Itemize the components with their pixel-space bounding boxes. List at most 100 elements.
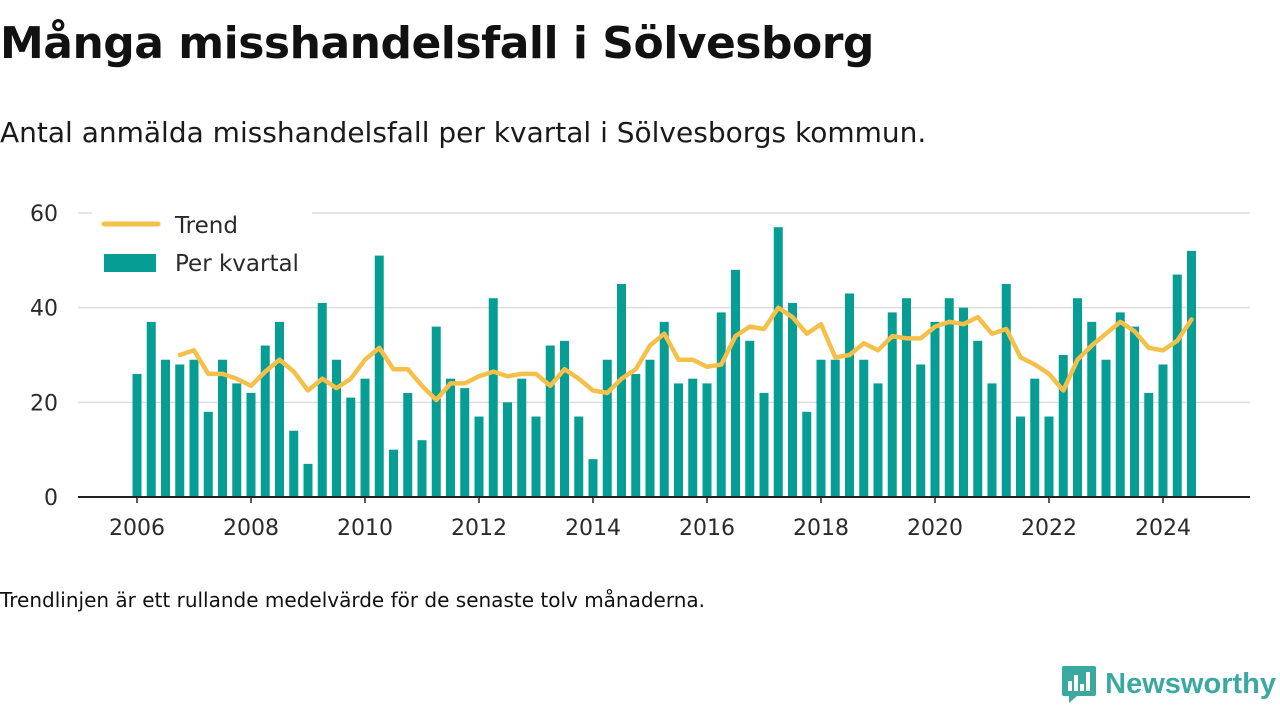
bar <box>959 307 968 497</box>
bar <box>303 463 313 497</box>
bar <box>531 416 541 497</box>
y-tick-label: 0 <box>44 486 58 511</box>
bar <box>1130 326 1139 497</box>
brand-name: Newsworthy <box>1105 667 1276 700</box>
chart-subtitle: Antal anmälda misshandelsfall per kvarta… <box>0 116 927 149</box>
bar <box>873 383 883 497</box>
bar <box>460 388 470 497</box>
bar <box>232 383 242 497</box>
bar <box>503 402 512 497</box>
bar <box>645 359 655 497</box>
x-tick-label: 2024 <box>1135 516 1191 541</box>
x-axis-ticks: 2006 2008 2010 2012 2014 2016 2018 2020 2022 2024 <box>109 497 1191 541</box>
x-tick-label: 2012 <box>451 516 507 541</box>
bar <box>845 293 854 497</box>
bar <box>275 321 284 497</box>
bar <box>545 345 555 497</box>
bar <box>816 359 826 497</box>
bar <box>1115 312 1125 497</box>
bar <box>1016 416 1025 497</box>
y-tick-label: 20 <box>30 391 58 416</box>
bar <box>1001 284 1011 497</box>
x-tick-label: 2020 <box>907 516 963 541</box>
x-tick-label: 2010 <box>337 516 393 541</box>
bar <box>887 312 897 497</box>
y-tick-label: 40 <box>30 297 58 322</box>
bar-chart-bubble-icon <box>1062 666 1097 703</box>
bar <box>488 298 498 497</box>
bar <box>973 340 983 497</box>
bar <box>574 416 584 497</box>
bar <box>716 312 726 497</box>
bar <box>260 345 270 497</box>
bar <box>1144 392 1154 497</box>
bar <box>417 440 427 497</box>
y-tick-label: 60 <box>30 202 58 227</box>
bar <box>588 459 598 497</box>
bar <box>517 378 527 497</box>
chart-title: Många misshandelsfall i Sölvesborg <box>0 18 874 69</box>
bar <box>332 359 341 497</box>
bar <box>132 373 142 497</box>
bar <box>830 359 840 497</box>
bar <box>674 383 683 497</box>
bar <box>731 269 740 497</box>
bar <box>403 392 413 497</box>
bar <box>773 227 783 497</box>
bar <box>688 378 698 497</box>
bar <box>902 298 911 497</box>
x-tick-label: 2022 <box>1021 516 1077 541</box>
bar <box>146 321 156 497</box>
bar <box>374 255 384 497</box>
bar <box>474 416 484 497</box>
bar <box>1073 298 1082 497</box>
newsworthy-logo: Newsworthy <box>1061 662 1276 706</box>
bar <box>788 302 797 497</box>
bar <box>1187 250 1196 497</box>
bar <box>246 392 256 497</box>
bar <box>1044 416 1054 497</box>
bar <box>560 340 569 497</box>
x-tick-label: 2016 <box>679 516 735 541</box>
bar <box>916 364 926 497</box>
bar <box>1030 378 1040 497</box>
bar <box>203 411 213 497</box>
x-tick-label: 2018 <box>793 516 849 541</box>
bar <box>161 359 170 497</box>
bar <box>602 359 612 497</box>
bar <box>189 359 199 497</box>
bar <box>1101 359 1111 497</box>
bar <box>759 392 769 497</box>
legend-bar-swatch <box>104 254 156 272</box>
bar-series <box>132 227 1196 497</box>
bar <box>944 298 954 497</box>
x-tick-label: 2014 <box>565 516 621 541</box>
bar <box>289 430 299 497</box>
bar <box>218 359 227 497</box>
legend: Trend Per kvartal <box>92 203 312 285</box>
bar <box>659 321 669 497</box>
y-axis-ticks: 0 20 40 60 <box>30 202 58 511</box>
bar <box>1058 355 1068 497</box>
bar <box>802 411 812 497</box>
bar <box>360 378 370 497</box>
bar <box>317 302 327 497</box>
bar <box>745 340 755 497</box>
bar <box>617 284 626 497</box>
bar <box>1172 274 1182 497</box>
bar <box>1087 321 1097 497</box>
x-tick-label: 2008 <box>223 516 279 541</box>
bar <box>930 321 940 497</box>
bar <box>1158 364 1168 497</box>
bar <box>389 449 398 497</box>
x-tick-label: 2006 <box>109 516 165 541</box>
chart: 0 20 40 60 2006 2008 2010 2012 2014 2016 2018 2020… <box>30 202 1250 541</box>
bar <box>175 364 185 497</box>
bar <box>987 383 997 497</box>
bar <box>346 397 356 497</box>
legend-label: Trend <box>174 213 238 239</box>
footnote: Trendlinjen är ett rullande medelvärde f… <box>0 588 706 612</box>
trend-line <box>177 305 1194 403</box>
bar <box>859 359 869 497</box>
bar <box>631 373 641 497</box>
